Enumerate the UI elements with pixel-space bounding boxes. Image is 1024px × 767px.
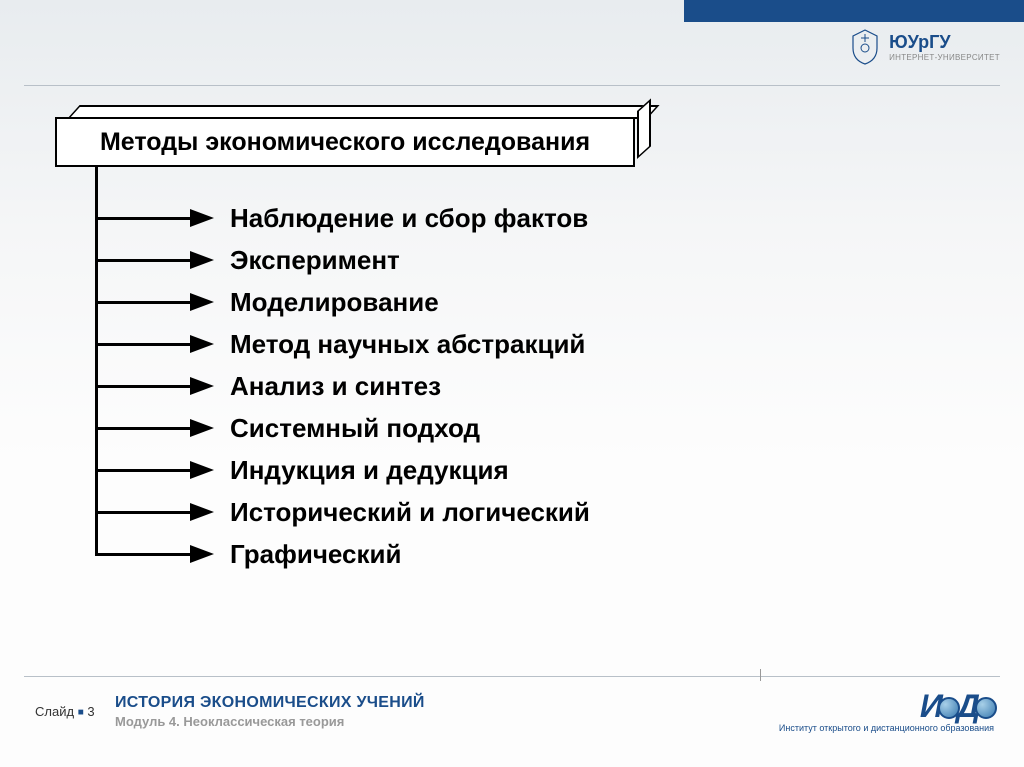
method-label: Анализ и синтез <box>230 371 441 402</box>
top-accent-bar <box>684 0 1024 22</box>
branch-line <box>95 259 190 262</box>
course-title: ИСТОРИЯ ЭКОНОМИЧЕСКИХ УЧЕНИЙ <box>115 694 425 712</box>
diagram-title: Методы экономического исследования <box>55 117 635 167</box>
slide-number-value: 3 <box>87 704 94 719</box>
branch-line <box>95 427 190 430</box>
method-label: Индукция и дедукция <box>230 455 509 486</box>
institute-logo: ИД Институт открытого и дистанционного о… <box>779 688 994 733</box>
method-label: Системный подход <box>230 413 480 444</box>
branch-line <box>95 511 190 514</box>
method-row: Исторический и логический <box>95 491 695 533</box>
method-row: Наблюдение и сбор фактов <box>95 197 695 239</box>
arrow-icon <box>190 377 214 395</box>
method-row: Эксперимент <box>95 239 695 281</box>
methods-diagram: Методы экономического исследования Наблю… <box>55 105 695 575</box>
method-row: Моделирование <box>95 281 695 323</box>
method-row: Системный подход <box>95 407 695 449</box>
iodo-wordmark: ИД <box>920 688 994 725</box>
method-row: Анализ и синтез <box>95 365 695 407</box>
globe-icon <box>975 697 997 719</box>
arrow-icon <box>190 251 214 269</box>
branch-line <box>95 385 190 388</box>
footer-tick-mark <box>760 669 761 681</box>
method-label: Эксперимент <box>230 245 400 276</box>
arrow-icon <box>190 419 214 437</box>
course-info: ИСТОРИЯ ЭКОНОМИЧЕСКИХ УЧЕНИЙ Модуль 4. Н… <box>115 694 425 729</box>
globe-icon <box>938 697 960 719</box>
branch-line <box>95 469 190 472</box>
course-module: Модуль 4. Неоклассическая теория <box>115 714 425 729</box>
method-label: Моделирование <box>230 287 439 318</box>
arrow-icon <box>190 335 214 353</box>
methods-list: Наблюдение и сбор фактов Эксперимент Модел… <box>55 197 695 575</box>
logo-subtitle: ИНТЕРНЕТ-УНИВЕРСИТЕТ <box>889 53 1000 62</box>
logo-title: ЮУрГУ <box>889 32 1000 53</box>
arrow-icon <box>190 461 214 479</box>
method-row: Графический <box>95 533 695 575</box>
method-label: Графический <box>230 539 401 570</box>
branch-line <box>95 301 190 304</box>
footer-divider <box>24 676 1000 677</box>
shield-icon <box>849 28 881 66</box>
arrow-icon <box>190 293 214 311</box>
method-label: Метод научных абстракций <box>230 329 585 360</box>
arrow-icon <box>190 545 214 563</box>
title-box-3d: Методы экономического исследования <box>55 105 695 167</box>
slide-number: Слайд ■ 3 <box>35 704 95 719</box>
header-divider <box>24 85 1000 86</box>
slide-label: Слайд <box>35 704 74 719</box>
university-logo: ЮУрГУ ИНТЕРНЕТ-УНИВЕРСИТЕТ <box>849 28 1000 66</box>
arrow-icon <box>190 209 214 227</box>
branch-line <box>95 553 190 556</box>
branch-line <box>95 217 190 220</box>
arrow-icon <box>190 503 214 521</box>
method-row: Метод научных абстракций <box>95 323 695 365</box>
slide-footer: Слайд ■ 3 ИСТОРИЯ ЭКОНОМИЧЕСКИХ УЧЕНИЙ М… <box>0 689 1024 749</box>
method-label: Наблюдение и сбор фактов <box>230 203 588 234</box>
branch-line <box>95 343 190 346</box>
method-label: Исторический и логический <box>230 497 590 528</box>
method-row: Индукция и дедукция <box>95 449 695 491</box>
